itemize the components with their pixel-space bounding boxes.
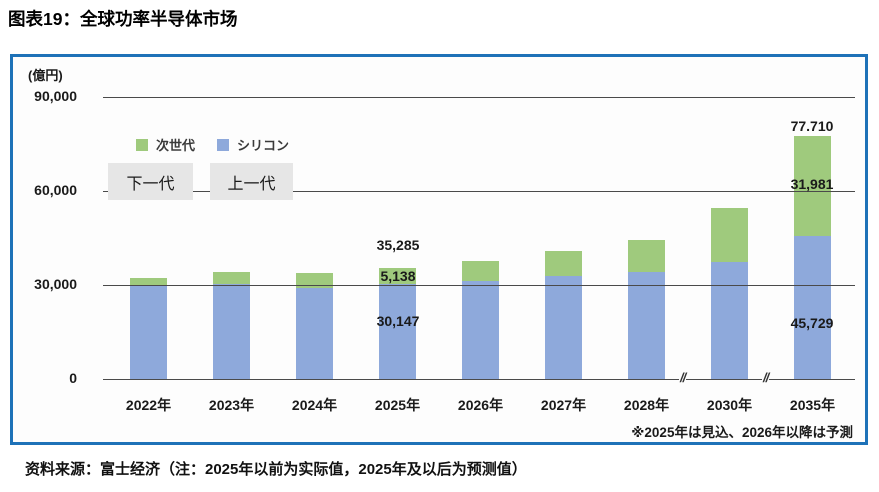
data-label-2035-silicon: 45,729: [790, 315, 834, 331]
bar-segment-next-gen: [296, 273, 333, 289]
x-axis-line: [103, 379, 855, 380]
bar-2026年: [462, 261, 499, 380]
axis-break-mark-2: //: [762, 370, 769, 385]
gridline-30000: [103, 285, 855, 286]
bar-segment-silicon: [545, 276, 582, 379]
bar-segment-next-gen: [213, 271, 250, 284]
chart-footnote: ※2025年は見込、2026年以降は予測: [631, 425, 853, 440]
bar-segment-next-gen: [545, 250, 582, 277]
x-axis-label-2025年: 2025年: [374, 397, 421, 413]
axis-break-mark-1: //: [679, 370, 686, 385]
data-label-2035-next-gen: 31,981: [790, 176, 834, 192]
x-axis-label-2023年: 2023年: [208, 397, 255, 413]
bar-segment-silicon: [130, 285, 167, 379]
x-axis-label-2035年: 2035年: [789, 397, 836, 413]
bar-segment-silicon: [711, 261, 748, 379]
bar-2030年: [711, 208, 748, 379]
bar-2027年: [545, 250, 582, 379]
source-note: 资料来源：富士经济（注：2025年以前为实际值，2025年及以后为预测值）: [25, 461, 527, 478]
y-axis-tick-60000: 60,000: [34, 182, 77, 198]
bar-2028年: [628, 240, 665, 379]
data-label-2025-total: 35,285: [376, 237, 420, 253]
data-label-2025-next-gen: 5,138: [380, 268, 416, 284]
bar-2022年: [130, 277, 167, 379]
y-axis-unit-label: (億円): [28, 68, 63, 83]
y-axis-tick-0: 0: [69, 370, 77, 386]
bar-segment-silicon: [462, 281, 499, 380]
bar-segment-silicon: [794, 235, 831, 379]
y-axis-tick-30000: 30,000: [34, 276, 77, 292]
bar-segment-silicon: [296, 288, 333, 379]
gridline-90000: [103, 97, 855, 98]
bar-segment-next-gen: [379, 268, 416, 285]
bar-2025年: [379, 268, 416, 379]
legend-swatch-silicon: [217, 138, 230, 151]
bar-2023年: [213, 271, 250, 379]
bar-segment-silicon: [379, 284, 416, 379]
bar-segment-silicon: [628, 272, 665, 379]
legend-label-silicon: シリコン: [237, 138, 290, 153]
x-axis-label-2030年: 2030年: [706, 397, 753, 413]
gridline-60000: [103, 191, 855, 192]
bar-segment-next-gen: [130, 277, 167, 286]
translation-overlay-next-gen: 下一代: [108, 163, 193, 200]
bar-segment-next-gen: [711, 208, 748, 262]
data-label-2025-silicon: 30,147: [376, 313, 420, 329]
page-title: 图表19：全球功率半导体市场: [8, 9, 238, 29]
bar-segment-next-gen: [462, 261, 499, 282]
x-axis-label-2024年: 2024年: [291, 397, 338, 413]
legend-label-next-gen: 次世代: [156, 138, 196, 153]
bar-segment-next-gen: [794, 135, 831, 236]
x-axis-label-2028年: 2028年: [623, 397, 670, 413]
bar-segment-next-gen: [628, 240, 665, 273]
x-axis-label-2022年: 2022年: [125, 397, 172, 413]
bar-2035年: [794, 135, 831, 380]
x-axis-label-2026年: 2026年: [457, 397, 504, 413]
x-axis-label-2027年: 2027年: [540, 397, 587, 413]
bar-2024年: [296, 273, 333, 379]
legend: 次世代 シリコン: [136, 135, 303, 154]
legend-swatch-next-gen: [136, 138, 148, 151]
bar-segment-silicon: [213, 283, 250, 379]
chart-panel: (億円) 90,000 60,000 30,000 0 2022年 2023年 20…: [10, 54, 868, 445]
data-label-2035-total: 77.710: [790, 118, 834, 134]
translation-overlay-silicon: 上一代: [210, 163, 293, 200]
y-axis-tick-90000: 90,000: [34, 88, 77, 104]
